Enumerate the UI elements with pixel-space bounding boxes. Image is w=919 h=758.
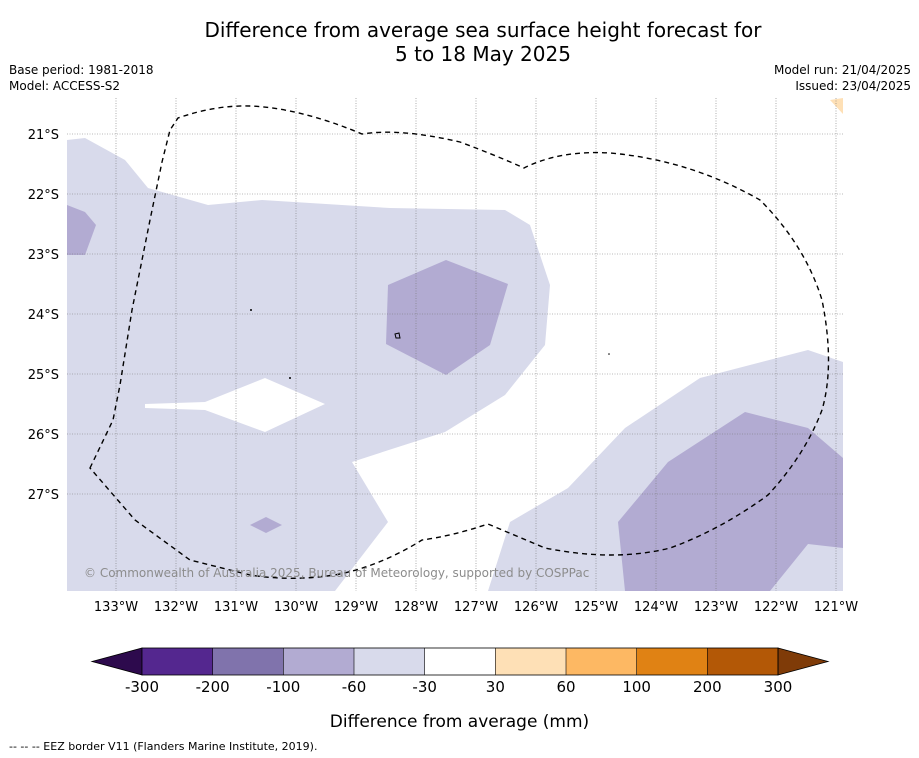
islet (608, 353, 610, 355)
islet-outline (394, 332, 401, 339)
meta-right: Model run: 21/04/2025 Issued: 23/04/2025 (774, 62, 911, 94)
islet (289, 377, 291, 379)
eez-footnote: -- -- -- EEZ border V11 (Flanders Marine… (9, 740, 318, 753)
colorbar (90, 647, 830, 676)
colorbar-label: Difference from average (mm) (329, 712, 590, 732)
base-period: Base period: 1981-2018 (9, 63, 154, 77)
title-line-2: 5 to 18 May 2025 (395, 42, 571, 66)
lon-label: 125°W (574, 600, 618, 615)
contour-mid-west-edge (67, 205, 96, 255)
map-title: Difference from average sea surface heig… (150, 18, 816, 66)
colorbar-extend-high (777, 647, 830, 676)
colorbar-extend-low (90, 647, 143, 676)
colorbar-tick-label: -30 (412, 678, 437, 696)
model-run: Model run: 21/04/2025 (773, 63, 911, 77)
colorbar-segment (354, 648, 425, 675)
model-name: Model: ACCESS-S2 (9, 79, 121, 93)
longitude-labels: 133°W 132°W 131°W 130°W 129°W 128°W 127°W 126°W… (94, 600, 858, 615)
lon-label: 122°W (754, 600, 798, 615)
colorbar-tick-label: 300 (763, 678, 793, 696)
lon-label: 131°W (214, 600, 258, 615)
colorbar-segment (424, 648, 496, 675)
lon-label: 127°W (454, 600, 498, 615)
lon-label: 123°W (694, 600, 738, 615)
colorbar-tick-label: -100 (266, 678, 301, 696)
graticule (67, 98, 843, 591)
copyright-text: © Commonwealth of Australia 2025, Bureau… (84, 566, 590, 580)
title-line-1: Difference from average sea surface heig… (204, 18, 762, 42)
colorbar-tick-label: 60 (556, 678, 576, 696)
lat-label: 21°S (28, 128, 59, 143)
colorbar-frame (141, 647, 779, 676)
colorbar-tick-label: 200 (693, 678, 722, 696)
colorbar-segment (495, 648, 566, 675)
lon-label: 128°W (394, 600, 438, 615)
lat-label: 22°S (28, 188, 59, 203)
lon-label: 121°W (814, 600, 858, 615)
colorbar-tick-label: -200 (195, 678, 230, 696)
lon-label: 126°W (514, 600, 558, 615)
contour-fills (67, 98, 843, 591)
colorbar-segment (212, 648, 284, 675)
colorbar-tick-label: 30 (485, 678, 505, 696)
issued-date: Issued: 23/04/2025 (795, 79, 911, 93)
lon-label: 133°W (94, 600, 138, 615)
lat-label: 25°S (28, 368, 59, 383)
colorbar-segment (636, 648, 708, 675)
latitude-labels: 21°S 22°S 23°S 24°S 25°S 26°S 27°S (28, 128, 59, 503)
contour-orange-corner (830, 98, 843, 114)
lon-label: 124°W (634, 600, 678, 615)
contour-white-hole (145, 378, 325, 432)
lat-label: 24°S (28, 308, 59, 323)
colorbar-segment (707, 648, 778, 675)
contour-light-west (67, 138, 550, 591)
colorbar-segment (283, 648, 354, 675)
lat-label: 27°S (28, 488, 59, 503)
meta-left: Base period: 1981-2018 Model: ACCESS-S2 (9, 62, 154, 94)
lon-label: 132°W (154, 600, 198, 615)
contour-mid-small (250, 517, 282, 533)
colorbar-tick-label: -300 (124, 678, 160, 696)
colorbar-tick-label: -60 (341, 678, 367, 696)
lat-label: 26°S (28, 428, 59, 443)
colorbar-segment (142, 648, 213, 675)
colorbar-segment (566, 648, 637, 675)
lon-label: 129°W (334, 600, 378, 615)
islet (250, 309, 252, 311)
eez-border (89, 105, 830, 579)
colorbar-tick-label: 100 (622, 678, 651, 696)
lon-label: 130°W (274, 600, 318, 615)
lat-label: 23°S (28, 248, 59, 263)
contour-mid-center (386, 260, 508, 375)
